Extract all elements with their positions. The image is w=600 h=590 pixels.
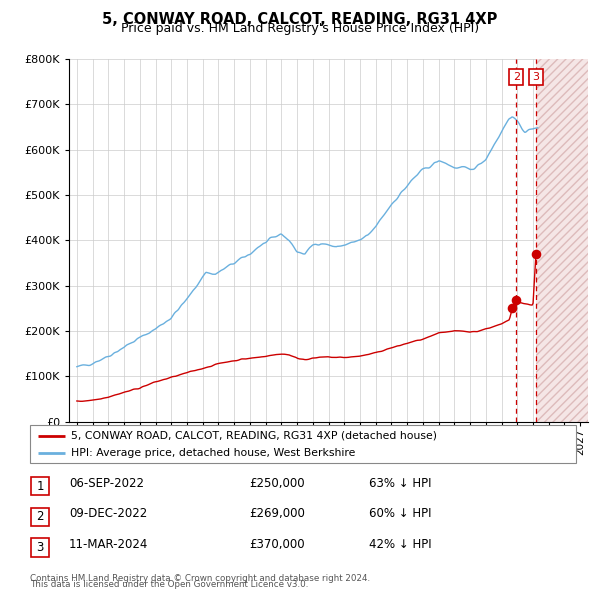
Text: Price paid vs. HM Land Registry's House Price Index (HPI): Price paid vs. HM Land Registry's House … xyxy=(121,22,479,35)
Text: 2: 2 xyxy=(513,72,520,82)
Bar xyxy=(536,59,588,422)
Text: 63% ↓ HPI: 63% ↓ HPI xyxy=(369,477,431,490)
Text: 5, CONWAY ROAD, CALCOT, READING, RG31 4XP: 5, CONWAY ROAD, CALCOT, READING, RG31 4X… xyxy=(103,12,497,27)
Text: HPI: Average price, detached house, West Berkshire: HPI: Average price, detached house, West… xyxy=(71,448,355,458)
Point xyxy=(511,295,521,304)
Text: 2: 2 xyxy=(37,510,44,523)
FancyBboxPatch shape xyxy=(31,477,49,495)
Text: 3: 3 xyxy=(37,541,44,554)
Text: 42% ↓ HPI: 42% ↓ HPI xyxy=(369,538,431,551)
Text: 09-DEC-2022: 09-DEC-2022 xyxy=(69,507,147,520)
Text: £269,000: £269,000 xyxy=(249,507,305,520)
Point xyxy=(508,304,517,313)
FancyBboxPatch shape xyxy=(30,425,576,463)
FancyBboxPatch shape xyxy=(31,508,49,526)
FancyBboxPatch shape xyxy=(31,539,49,556)
Text: 1: 1 xyxy=(37,480,44,493)
Text: £250,000: £250,000 xyxy=(249,477,305,490)
Text: 60% ↓ HPI: 60% ↓ HPI xyxy=(369,507,431,520)
Text: 3: 3 xyxy=(532,72,539,82)
Text: Contains HM Land Registry data © Crown copyright and database right 2024.: Contains HM Land Registry data © Crown c… xyxy=(30,574,370,583)
Text: £370,000: £370,000 xyxy=(249,538,305,551)
Text: 11-MAR-2024: 11-MAR-2024 xyxy=(69,538,148,551)
Text: 06-SEP-2022: 06-SEP-2022 xyxy=(69,477,144,490)
Text: 5, CONWAY ROAD, CALCOT, READING, RG31 4XP (detached house): 5, CONWAY ROAD, CALCOT, READING, RG31 4X… xyxy=(71,431,437,441)
Point xyxy=(531,250,541,259)
Text: This data is licensed under the Open Government Licence v3.0.: This data is licensed under the Open Gov… xyxy=(30,581,308,589)
